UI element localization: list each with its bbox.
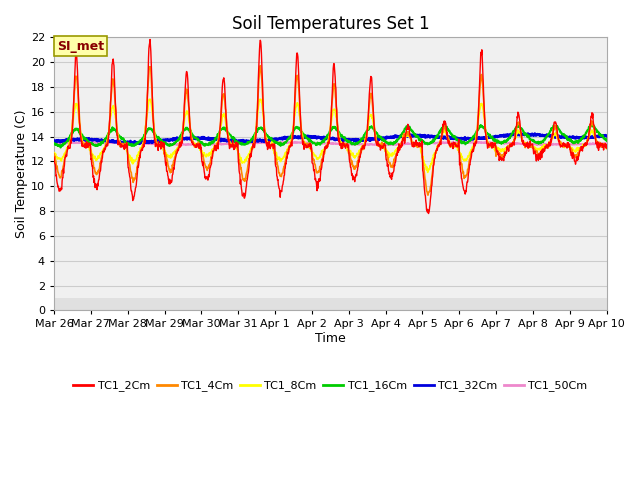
Y-axis label: Soil Temperature (C): Soil Temperature (C): [15, 109, 28, 238]
Bar: [54, 124, 607, 149]
Bar: [54, 25, 607, 37]
Bar: [54, 74, 607, 87]
X-axis label: Time: Time: [315, 332, 346, 345]
Bar: [54, 273, 607, 286]
Bar: [54, 199, 607, 224]
Bar: [54, 273, 607, 298]
Bar: [54, 298, 607, 311]
Bar: [54, 149, 607, 174]
Title: Soil Temperatures Set 1: Soil Temperatures Set 1: [232, 15, 429, 33]
Bar: [54, 124, 607, 137]
Bar: [54, 99, 607, 112]
Text: SI_met: SI_met: [57, 40, 104, 53]
Bar: [54, 174, 607, 199]
Bar: [54, 50, 607, 74]
Bar: [54, 248, 607, 273]
Bar: [54, 224, 607, 236]
Bar: [54, 248, 607, 261]
Bar: [54, 50, 607, 62]
Bar: [54, 25, 607, 50]
Bar: [54, 74, 607, 99]
Bar: [54, 149, 607, 161]
Bar: [54, 199, 607, 211]
Bar: [54, 99, 607, 124]
Legend: TC1_2Cm, TC1_4Cm, TC1_8Cm, TC1_16Cm, TC1_32Cm, TC1_50Cm: TC1_2Cm, TC1_4Cm, TC1_8Cm, TC1_16Cm, TC1…: [68, 376, 592, 396]
Bar: [54, 224, 607, 248]
Bar: [54, 174, 607, 186]
